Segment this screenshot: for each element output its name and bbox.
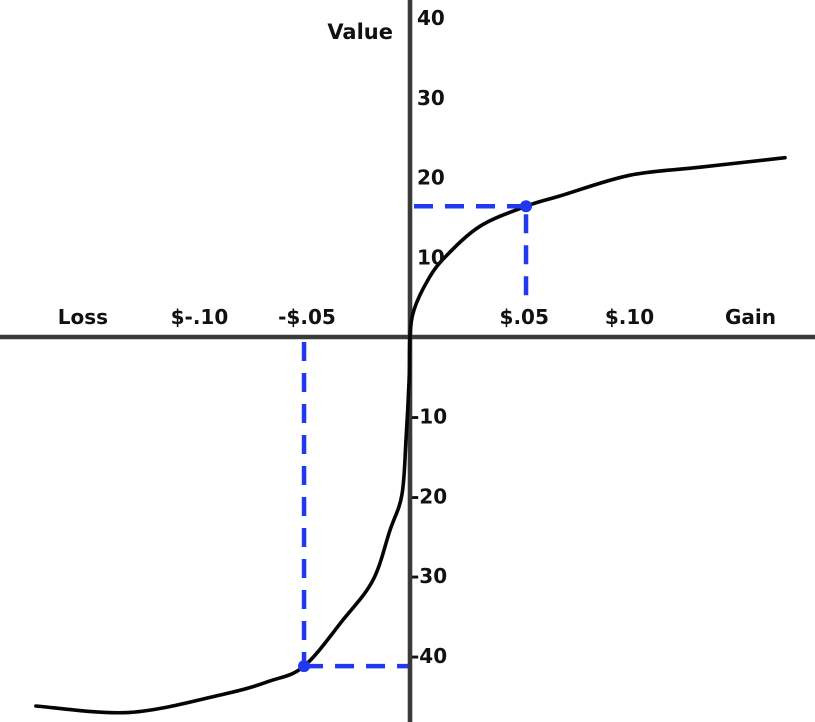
label-backdrop bbox=[497, 304, 551, 330]
y-tick-label: 40 bbox=[417, 6, 445, 30]
y-axis-title: Value bbox=[327, 20, 393, 44]
y-tick-label: -20 bbox=[411, 484, 447, 508]
value-function-curve bbox=[34, 155, 787, 715]
x-axis-label: Loss bbox=[58, 305, 108, 329]
y-tick-label: -10 bbox=[411, 405, 447, 429]
label-layer: Value 40 30 20 10 -10 -20 -30 -40 Loss $-.10 -$.05… bbox=[55, 6, 778, 668]
x-axis-label: $-.10 bbox=[171, 305, 229, 329]
y-tick-label: -40 bbox=[411, 644, 447, 668]
x-axis-label: Gain bbox=[725, 305, 776, 329]
label-backdrop bbox=[55, 304, 111, 330]
label-backdrop bbox=[602, 304, 657, 330]
curve-layer bbox=[34, 155, 787, 715]
label-backdrop bbox=[276, 304, 338, 330]
y-tick-label: 20 bbox=[417, 166, 445, 190]
annotation-layer bbox=[298, 200, 533, 673]
x-axis-label: $.05 bbox=[500, 305, 549, 329]
x-axis-label: -$.05 bbox=[278, 305, 336, 329]
label-backdrop bbox=[168, 304, 231, 330]
y-tick-label: 10 bbox=[417, 245, 445, 269]
y-tick-label: -30 bbox=[411, 564, 447, 588]
label-backdrop bbox=[722, 304, 778, 330]
gain-example-point-dot bbox=[520, 200, 533, 213]
y-tick-label: 30 bbox=[417, 86, 445, 110]
loss-example-point-dot bbox=[298, 660, 311, 673]
x-axis-label: $.10 bbox=[605, 305, 654, 329]
